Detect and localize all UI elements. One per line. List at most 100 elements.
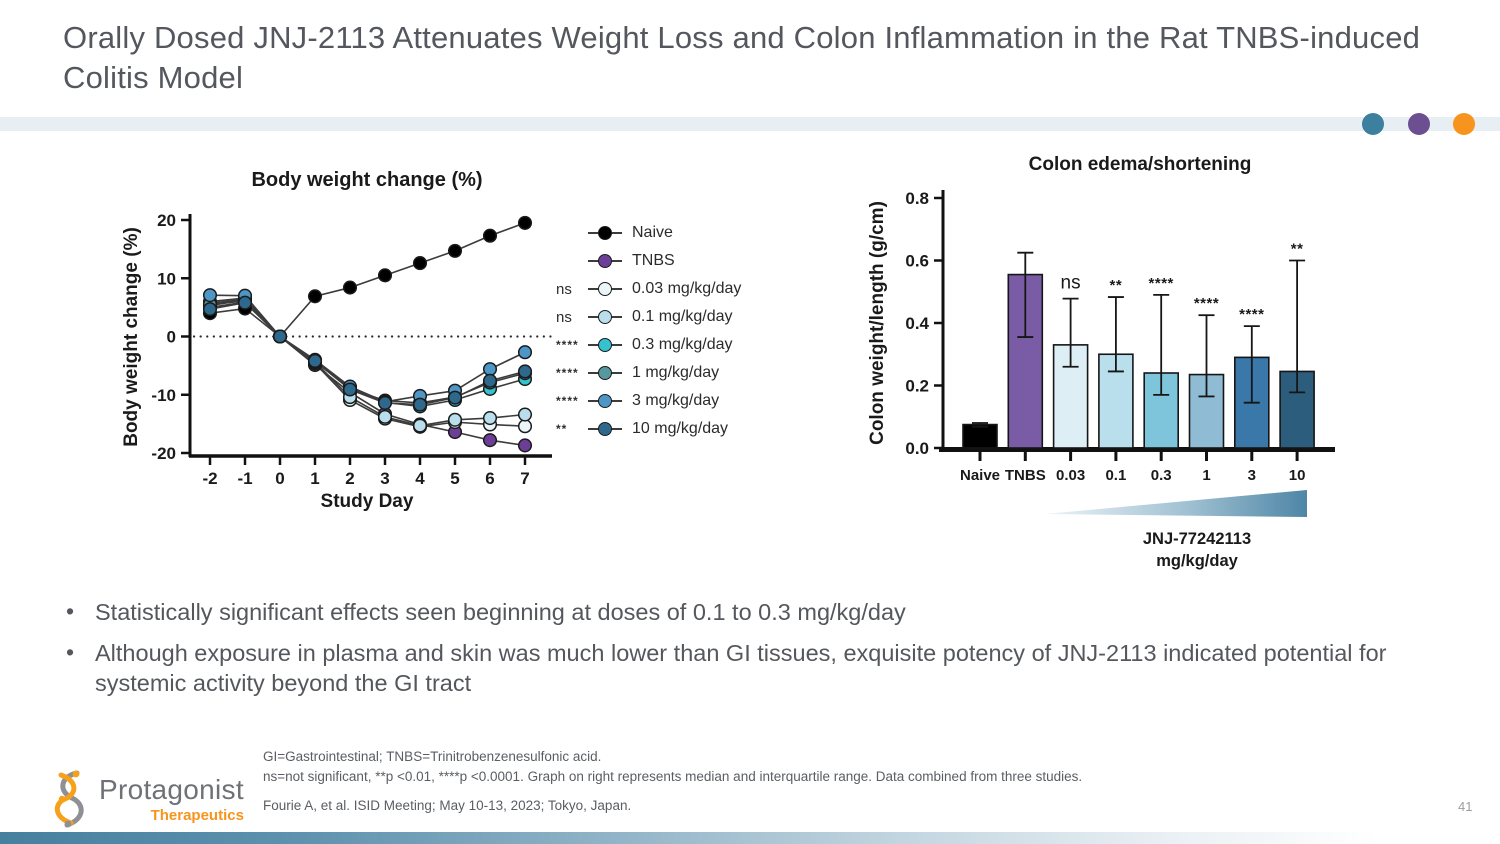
bullet-item: Statistically significant effects seen b…	[62, 597, 1442, 628]
svg-text:3: 3	[380, 469, 389, 488]
series-markers	[202, 291, 533, 433]
svg-text:0.1: 0.1	[1105, 467, 1126, 484]
series-line	[209, 300, 526, 404]
line-chart-xlabel: Study Day	[321, 491, 414, 512]
legend-row: TNBS	[556, 247, 741, 275]
svg-text:1: 1	[1202, 467, 1210, 484]
svg-text:TNBS: TNBS	[1005, 467, 1046, 484]
legend-row: **** 3 mg/kg/day	[556, 387, 741, 415]
accent-dot-teal	[1362, 113, 1384, 135]
key-points: Statistically significant effects seen b…	[62, 597, 1442, 710]
header-accent-bar	[0, 113, 1500, 135]
series-line	[209, 294, 526, 403]
svg-text:-2: -2	[202, 469, 217, 488]
bar-chart-title: Colon edema/shortening	[1029, 154, 1252, 175]
legend-marker	[588, 282, 622, 296]
legend-label: 1 mg/kg/day	[632, 364, 720, 381]
svg-text:0.8: 0.8	[905, 189, 929, 208]
svg-text:2: 2	[345, 469, 354, 488]
legend-significance: ns	[556, 308, 572, 326]
bullet-text: Statistically significant effects seen b…	[95, 599, 906, 625]
dose-wedge	[1045, 490, 1307, 517]
series-markers	[202, 295, 533, 412]
footnote-abbreviations: GI=Gastrointestinal; TNBS=Trinitrobenzen…	[263, 749, 602, 764]
svg-text:0: 0	[167, 328, 176, 347]
logo-text: Protagonist Therapeutics	[99, 774, 244, 825]
svg-text:Naive: Naive	[960, 467, 1000, 484]
svg-text:0: 0	[275, 469, 284, 488]
bullet-text: Although exposure in plasma and skin was…	[95, 639, 1387, 696]
legend-row: **** 1 mg/kg/day	[556, 359, 741, 387]
legend-marker	[588, 422, 622, 436]
legend-label: 0.1 mg/kg/day	[632, 308, 733, 325]
bullet-item: Although exposure in plasma and skin was…	[62, 638, 1442, 699]
svg-text:****: ****	[1149, 275, 1174, 292]
legend-row: ns 0.1 mg/kg/day	[556, 303, 741, 331]
dose-wedge-sublabel: mg/kg/day	[1156, 552, 1238, 570]
series-markers	[202, 215, 533, 344]
svg-text:10: 10	[1289, 467, 1306, 484]
svg-text:3: 3	[1248, 467, 1256, 484]
svg-text:0.4: 0.4	[905, 314, 929, 333]
series-line	[209, 301, 526, 406]
svg-text:1: 1	[310, 469, 319, 488]
svg-text:0.6: 0.6	[905, 252, 929, 271]
svg-text:****: ****	[1194, 295, 1219, 312]
svg-text:-20: -20	[151, 444, 176, 463]
svg-text:5: 5	[450, 469, 459, 488]
company-logo: Protagonist Therapeutics	[46, 768, 244, 830]
svg-text:-10: -10	[151, 386, 176, 405]
legend-marker	[588, 394, 622, 408]
footnotes: GI=Gastrointestinal; TNBS=Trinitrobenzen…	[263, 747, 1082, 816]
logo-name: Protagonist	[99, 774, 244, 805]
legend-marker	[588, 226, 622, 240]
legend-label: TNBS	[632, 252, 675, 269]
legend-row: ns 0.03 mg/kg/day	[556, 275, 741, 303]
line-chart-title: Body weight change (%)	[251, 169, 482, 191]
body-weight-line-chart: Body weight change (%) Body weight change…	[121, 169, 554, 512]
legend-row: **** 0.3 mg/kg/day	[556, 331, 741, 359]
svg-text:**: **	[1291, 241, 1304, 258]
series-line	[209, 222, 526, 338]
svg-text:0.0: 0.0	[905, 439, 929, 458]
svg-text:7: 7	[520, 469, 529, 488]
legend-marker	[588, 366, 622, 380]
slide-title: Orally Dosed JNJ-2113 Attenuates Weight …	[63, 20, 1421, 96]
legend-label: 10 mg/kg/day	[632, 420, 729, 437]
bar-Naive	[962, 423, 998, 449]
legend-marker	[588, 254, 622, 268]
legend-label: 3 mg/kg/day	[632, 392, 720, 409]
page-number: 41	[1458, 799, 1473, 814]
legend-marker	[588, 338, 622, 352]
series-markers	[202, 292, 533, 453]
colon-edema-bar-chart: Colon edema/shortening Colon weight/lengt…	[867, 154, 1335, 570]
bottom-gradient-bar	[0, 832, 1500, 844]
svg-text:**: **	[1110, 277, 1123, 294]
legend-significance: ns	[556, 280, 572, 298]
legend-label: Naive	[632, 224, 673, 241]
svg-text:0.03: 0.03	[1056, 467, 1085, 484]
svg-text:4: 4	[415, 469, 425, 488]
svg-text:ns: ns	[1061, 273, 1081, 294]
legend-significance: ****	[556, 394, 579, 408]
line-chart-legend: Naive TNBS ns 0.03 mg/kg/day ns 0.1 mg/kg/day…	[556, 219, 741, 443]
bar-chart-ylabel: Colon weight/length (g/cm)	[867, 201, 888, 445]
svg-text:-1: -1	[237, 469, 252, 488]
svg-text:10: 10	[157, 269, 176, 288]
logo-subname: Therapeutics	[150, 807, 244, 824]
series-line	[209, 297, 526, 427]
legend-label: 0.03 mg/kg/day	[632, 280, 742, 297]
svg-text:20: 20	[157, 211, 176, 230]
svg-text:6: 6	[485, 469, 494, 488]
svg-text:0.2: 0.2	[905, 377, 929, 396]
line-chart-ylabel: Body weight change (%)	[121, 227, 142, 447]
legend-significance: ****	[556, 338, 579, 352]
accent-dot-purple	[1408, 113, 1430, 135]
protagonist-helix-icon	[54, 770, 84, 828]
legend-marker	[588, 310, 622, 324]
svg-text:****: ****	[1239, 306, 1264, 323]
svg-text:0.3: 0.3	[1151, 467, 1172, 484]
legend-significance: **	[556, 422, 568, 436]
legend-label: 0.3 mg/kg/day	[632, 336, 733, 353]
